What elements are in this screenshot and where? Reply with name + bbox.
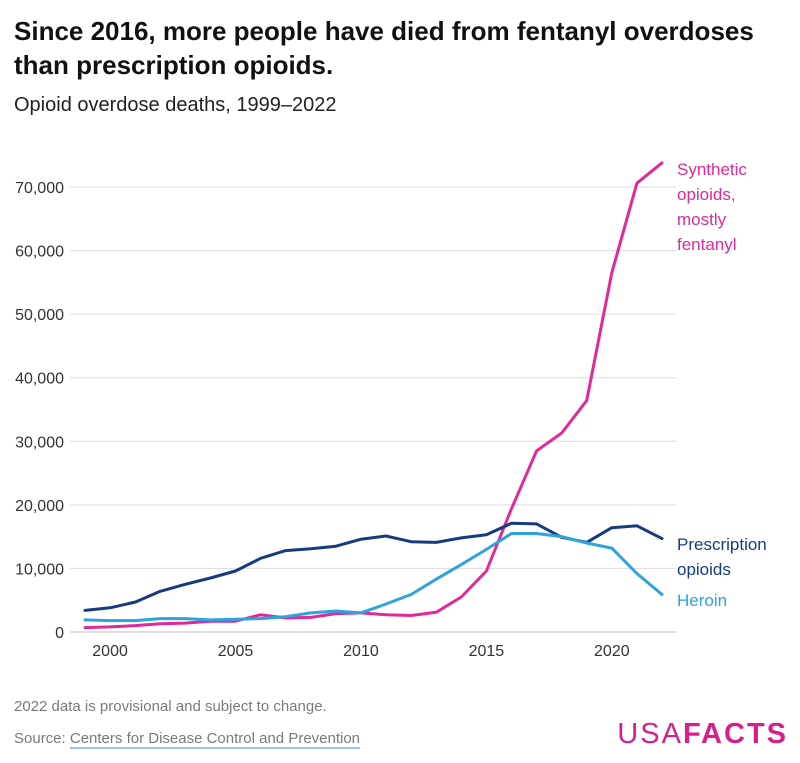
- series-line: [83, 521, 664, 612]
- series-label: mostly: [677, 210, 727, 229]
- gridlines: [70, 186, 676, 633]
- chart-title: Since 2016, more people have died from f…: [14, 16, 754, 80]
- series-lines: [83, 161, 664, 630]
- y-tick-label: 0: [55, 625, 64, 642]
- footnote: 2022 data is provisional and subject to …: [14, 698, 327, 715]
- x-tick-label: 2000: [92, 643, 128, 660]
- source-link[interactable]: Centers for Disease Control and Preventi…: [69, 730, 361, 749]
- series-label: Synthetic: [677, 160, 747, 179]
- y-tick-label: 30,000: [15, 434, 64, 451]
- x-axis-ticks: 2000 2005 2010 2015 2020: [92, 643, 629, 660]
- series-label: opioids: [677, 560, 731, 579]
- y-tick-label: 40,000: [15, 371, 64, 388]
- series-line: [83, 532, 664, 623]
- y-tick-label: 10,000: [15, 561, 64, 578]
- series-label: Heroin: [677, 591, 727, 610]
- y-tick-label: 60,000: [15, 244, 64, 261]
- y-tick-label: 20,000: [15, 498, 64, 515]
- series-labels: Synthetic opioids, mostly fentanyl Prescript…: [677, 160, 767, 610]
- series-label: Prescription: [677, 535, 767, 554]
- series-label: fentanyl: [677, 235, 737, 254]
- line-chart: 0 10,000 20,000 30,000 40,000 50,000 60,000 70,…: [15, 160, 767, 660]
- logo-usa: USA: [617, 718, 683, 750]
- y-tick-label: 50,000: [15, 307, 64, 324]
- source-line: Source: Centers for Disease Control and …: [14, 730, 361, 749]
- usafacts-logo: USAFACTS: [617, 718, 788, 751]
- series-label: opioids,: [677, 185, 736, 204]
- source-prefix: Source:: [14, 730, 70, 747]
- series-line: [83, 161, 664, 630]
- x-tick-label: 2015: [469, 643, 505, 660]
- x-tick-label: 2020: [594, 643, 630, 660]
- logo-facts: FACTS: [682, 718, 788, 750]
- y-tick-label: 70,000: [15, 180, 64, 197]
- y-axis-ticks: 0 10,000 20,000 30,000 40,000 50,000 60,000 70,…: [15, 180, 64, 642]
- x-tick-label: 2005: [218, 643, 254, 660]
- chart-subtitle: Opioid overdose deaths, 1999–2022: [14, 94, 337, 116]
- x-tick-label: 2010: [343, 643, 379, 660]
